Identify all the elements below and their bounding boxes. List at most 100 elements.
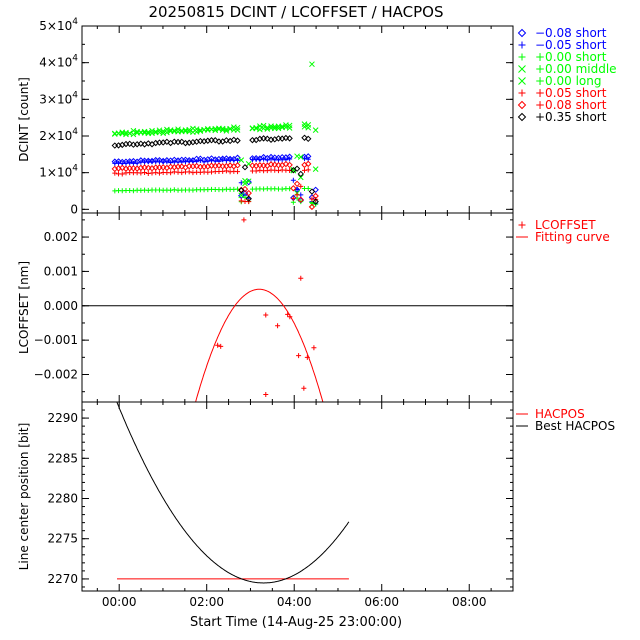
legend-marker: [518, 41, 526, 49]
data-point: [286, 161, 293, 169]
data-point: [175, 126, 181, 133]
fitting-curve: [195, 288, 324, 402]
data-point: [242, 180, 248, 187]
data-point: [286, 135, 293, 142]
legend-marker: [518, 77, 526, 85]
data-point: [171, 138, 178, 145]
data-point: [297, 174, 304, 181]
y-tick-label: −0.001: [34, 333, 78, 347]
x-axis-label: Start Time (14-Aug-25 23:00:00): [190, 615, 402, 630]
data-point: [223, 127, 230, 134]
data-point: [218, 343, 224, 349]
data-point: [238, 187, 245, 194]
data-point: [294, 192, 300, 198]
data-point: [268, 156, 274, 162]
data-point: [301, 134, 308, 141]
legend-marker: [518, 65, 526, 73]
data-point: [156, 170, 162, 176]
data-point: [264, 157, 270, 163]
y-tick-label: 2280: [47, 492, 78, 506]
legend-label: +0.00 short: [535, 50, 607, 64]
y-tick-mantissa: 1×10: [39, 166, 72, 180]
data-point: [312, 198, 319, 205]
data-point: [234, 137, 241, 144]
data-point: [220, 168, 226, 174]
data-point: [297, 170, 304, 178]
data-point: [179, 170, 185, 176]
legend-label: HACPOS: [535, 407, 585, 421]
y-tick-label: 0: [70, 202, 78, 216]
data-point: [230, 136, 238, 144]
y-tick-mantissa: 5×10: [39, 19, 72, 33]
data-point: [305, 124, 312, 131]
series-5: [112, 167, 319, 205]
y-tick-label: 0.002: [44, 230, 78, 244]
data-point: [164, 129, 170, 136]
data-point: [253, 168, 259, 174]
legend-label: −0.08 short: [535, 26, 607, 40]
data-point: [241, 217, 247, 223]
data-point: [130, 131, 137, 138]
panel-frame-3: [81, 401, 514, 592]
data-point: [263, 312, 269, 318]
y-tick-exponent: 4: [72, 17, 78, 27]
data-point: [305, 167, 311, 173]
y-tick-label: 0.001: [44, 264, 78, 278]
data-point: [245, 178, 252, 185]
data-point: [279, 186, 285, 192]
data-point: [159, 164, 167, 171]
data-point: [312, 186, 319, 194]
legend-label: −0.05 short: [535, 38, 607, 52]
data-point: [271, 161, 278, 168]
data-point: [305, 135, 312, 143]
data-point: [297, 196, 304, 203]
data-point: [308, 203, 316, 211]
legend-label: Best HACPOS: [535, 419, 615, 433]
data-point: [235, 157, 241, 163]
legend-marker: [518, 53, 526, 61]
data-point: [142, 169, 148, 175]
x-tick-label: 02:00: [189, 595, 224, 609]
data-point: [168, 170, 174, 176]
y-axis-label: Line center position [bit]: [17, 423, 31, 571]
y-axis-label: LCOFFSET [nm]: [17, 261, 31, 354]
legend-marker: [517, 100, 527, 110]
data-point: [286, 122, 293, 129]
y-tick-label: 2285: [47, 451, 78, 465]
data-point: [127, 160, 133, 166]
data-point: [182, 159, 188, 165]
data-point: [119, 171, 125, 177]
data-point: [164, 159, 170, 165]
chart-title: 20250815 DCINT / LCOFFSET / HACPOS: [148, 3, 443, 21]
y-tick-label: 5×104: [39, 17, 78, 33]
y-tick-exponent: 4: [72, 90, 78, 100]
data-point: [193, 162, 200, 170]
data-point: [178, 138, 185, 146]
data-point: [197, 128, 204, 135]
data-point: [201, 159, 207, 165]
data-point: [296, 353, 302, 359]
data-point: [235, 169, 241, 175]
data-point: [304, 354, 310, 360]
data-point: [119, 164, 126, 172]
panel-frame-1: [81, 25, 514, 214]
data-point: [212, 137, 219, 144]
data-point: [215, 162, 223, 169]
data-point: [234, 162, 241, 169]
data-point: [260, 135, 267, 142]
y-tick-exponent: 4: [72, 54, 78, 64]
data-point: [215, 342, 221, 348]
data-point: [309, 61, 315, 68]
legend-label: Fitting curve: [535, 230, 610, 244]
data-point: [168, 187, 174, 193]
x-tick-label: 00:00: [102, 595, 137, 609]
y-tick-label: 4×104: [39, 54, 78, 70]
data-point: [290, 185, 297, 192]
data-point: [305, 186, 311, 192]
data-point: [238, 198, 244, 204]
data-point: [226, 162, 234, 169]
data-point: [282, 160, 290, 168]
data-point: [197, 158, 203, 164]
data-point: [263, 391, 269, 397]
